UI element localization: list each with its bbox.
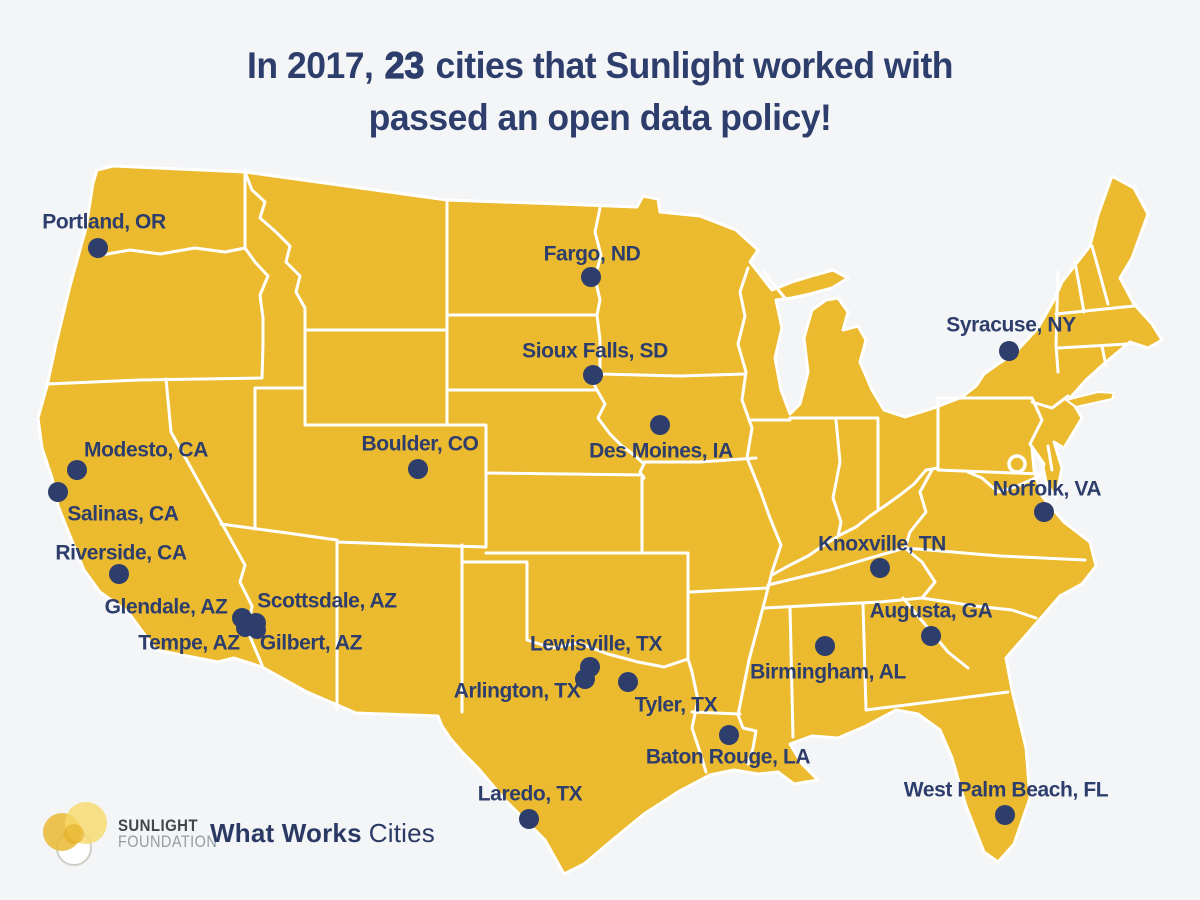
dc-ring-marker (1007, 454, 1027, 474)
sunlight-wordmark: SUNLIGHT FOUNDATION (118, 817, 231, 851)
city-marker-arlington-tx: Arlington, TX (454, 669, 595, 703)
city-label-syracuse-ny: Syracuse, NY (946, 314, 1076, 337)
city-marker-des-moines-ia: Des Moines, IA (589, 415, 734, 463)
city-dot-modesto-ca (67, 460, 87, 480)
city-dot-salinas-ca (48, 482, 68, 502)
city-label-sioux-falls-sd: Sioux Falls, SD (522, 340, 668, 363)
city-marker-gilbert-az: Gilbert, AZ (248, 621, 363, 655)
title-line-1: In 2017, 23 cities that Sunlight worked … (246, 44, 954, 86)
city-label-baton-rouge-la: Baton Rouge, LA (646, 746, 811, 769)
city-dot-norfolk-va (1034, 502, 1054, 522)
city-label-birmingham-al: Birmingham, AL (750, 661, 906, 684)
city-label-des-moines-ia: Des Moines, IA (589, 440, 733, 463)
city-dot-tyler-tx (618, 672, 638, 692)
city-label-lewisville-tx: Lewisville, TX (530, 633, 663, 656)
city-marker-boulder-co: Boulder, CO (362, 433, 479, 479)
city-label-arlington-tx: Arlington, TX (454, 680, 581, 703)
city-marker-portland-or: Portland, OR (42, 211, 166, 258)
city-dot-baton-rouge-la (719, 725, 739, 745)
city-label-scottsdale-az: Scottsdale, AZ (257, 590, 397, 613)
city-marker-syracuse-ny: Syracuse, NY (946, 314, 1077, 361)
city-dot-arlington-tx (575, 669, 595, 689)
city-label-salinas-ca: Salinas, CA (67, 503, 178, 526)
city-dot-syracuse-ny (999, 341, 1019, 361)
city-dot-gilbert-az (248, 621, 266, 639)
city-dot-portland-or (88, 238, 108, 258)
title-highlight-count: 23 (384, 44, 425, 86)
title-line-2: passed an open data policy! (368, 97, 832, 138)
wwc-bold-text: What Works (210, 818, 362, 848)
city-dot-birmingham-al (815, 636, 835, 656)
city-label-riverside-ca: Riverside, CA (55, 542, 187, 565)
city-marker-fargo-nd: Fargo, ND (544, 243, 641, 287)
city-dot-knoxville-tn (870, 558, 890, 578)
city-dot-augusta-ga (921, 626, 941, 646)
city-label-knoxville-tn: Knoxville, TN (818, 533, 946, 556)
city-dot-des-moines-ia (650, 415, 670, 435)
city-marker-sioux-falls-sd: Sioux Falls, SD (522, 340, 668, 385)
long-island (1063, 390, 1116, 409)
city-label-glendale-az: Glendale, AZ (105, 596, 228, 619)
sunlight-word: SUNLIGHT (118, 816, 198, 835)
wwc-regular-text: Cities (368, 818, 435, 848)
city-layer: Portland, OR Fargo, ND Sioux Falls, SD Syra… (42, 211, 1109, 829)
us-map-silhouette (36, 164, 1164, 876)
city-label-augusta-ga: Augusta, GA (870, 600, 993, 623)
sunlight-circles-icon (43, 802, 107, 866)
state-borders (45, 168, 1136, 774)
city-label-tempe-az: Tempe, AZ (138, 632, 240, 655)
city-label-modesto-ca: Modesto, CA (84, 439, 208, 462)
city-dot-riverside-ca (109, 564, 129, 584)
city-marker-augusta-ga: Augusta, GA (870, 600, 993, 646)
city-label-gilbert-az: Gilbert, AZ (260, 632, 363, 655)
city-marker-birmingham-al: Birmingham, AL (750, 636, 907, 684)
city-marker-salinas-ca: Salinas, CA (48, 482, 179, 526)
what-works-cities-logo: What Works Cities (210, 818, 435, 849)
city-dot-west-palm-beach-fl (995, 805, 1015, 825)
city-marker-laredo-tx: Laredo, TX (478, 783, 583, 829)
city-label-laredo-tx: Laredo, TX (478, 783, 583, 806)
city-marker-tyler-tx: Tyler, TX (618, 672, 718, 717)
city-label-boulder-co: Boulder, CO (362, 433, 479, 456)
footer: SUNLIGHT FOUNDATION What Works Cities (0, 790, 1200, 900)
city-marker-modesto-ca: Modesto, CA (67, 439, 209, 480)
city-marker-knoxville-tn: Knoxville, TN (818, 533, 946, 578)
page-title: In 2017, 23 cities that Sunlight worked … (24, 40, 1176, 144)
sunlight-foundation-logo: SUNLIGHT FOUNDATION (36, 796, 231, 872)
city-marker-baton-rouge-la: Baton Rouge, LA (646, 725, 811, 769)
city-dot-fargo-nd (581, 267, 601, 287)
city-dot-boulder-co (408, 459, 428, 479)
city-marker-tempe-az: Tempe, AZ (138, 619, 254, 655)
city-marker-riverside-ca: Riverside, CA (55, 542, 187, 584)
city-label-norfolk-va: Norfolk, VA (993, 478, 1102, 501)
foundation-word: FOUNDATION (118, 833, 218, 851)
city-label-west-palm-beach-fl: West Palm Beach, FL (904, 779, 1109, 802)
city-marker-west-palm-beach-fl: West Palm Beach, FL (904, 779, 1109, 825)
city-dot-sioux-falls-sd (583, 365, 603, 385)
city-label-fargo-nd: Fargo, ND (544, 243, 641, 266)
city-label-tyler-tx: Tyler, TX (635, 694, 718, 717)
city-dot-laredo-tx (519, 809, 539, 829)
city-label-portland-or: Portland, OR (42, 211, 166, 234)
city-marker-norfolk-va: Norfolk, VA (993, 478, 1102, 522)
